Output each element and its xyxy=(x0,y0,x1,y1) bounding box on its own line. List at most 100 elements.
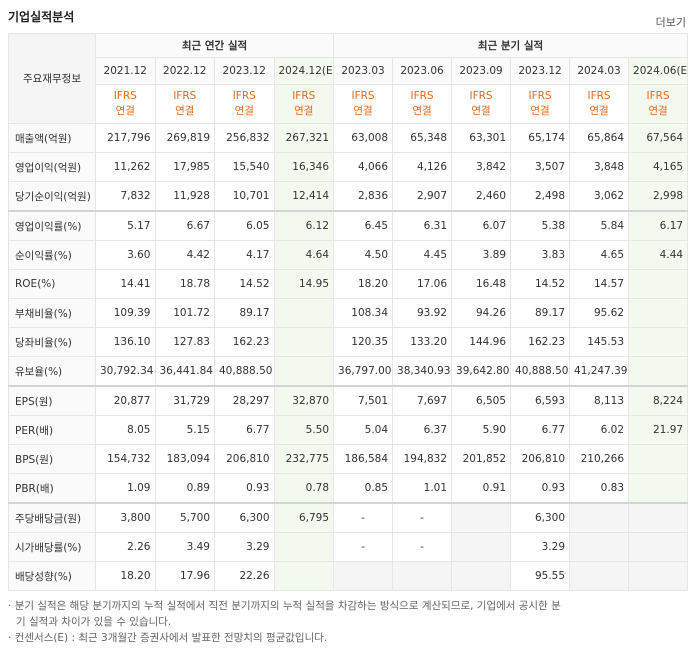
row-label: ROE(%) xyxy=(8,269,96,299)
cell: 3.29 xyxy=(214,532,275,562)
cell: 2,998 xyxy=(628,181,689,212)
data-row: 부채비율(%) 109.39 101.72 89.17 108.34 93.92 94.26… xyxy=(8,298,689,328)
row-label: BPS(원) xyxy=(8,444,96,474)
cell: 0.85 xyxy=(333,473,394,504)
basis-text: 연결 xyxy=(234,105,254,117)
row-label: 부채비율(%) xyxy=(8,298,96,328)
cell: 109.39 xyxy=(95,298,156,328)
cell: 36,441.84 xyxy=(154,356,215,387)
data-row: 시가배당률(%) 2.26 3.49 3.29- -3.29 xyxy=(8,532,689,562)
cell: 4.44 xyxy=(628,240,689,270)
row-label: 당기순이익(억원) xyxy=(8,181,96,212)
period: 2023.09 xyxy=(451,57,512,85)
cell: 95.62 xyxy=(569,298,630,328)
cell: 14.41 xyxy=(95,269,156,299)
cell: - xyxy=(392,502,453,533)
data-row: 영업이익률(%) 5.17 6.67 6.05 6.12 6.45 6.31 6.07 5.38… xyxy=(8,210,689,241)
data-row: 배당성향(%) 18.20 17.96 22.26 95.55 xyxy=(8,561,689,591)
basis-text: IFRS xyxy=(113,90,137,102)
cell xyxy=(451,502,512,533)
cell: 0.83 xyxy=(569,473,630,504)
cell xyxy=(451,561,512,591)
cell: 7,697 xyxy=(392,385,453,416)
cell: 101.72 xyxy=(154,298,215,328)
basis-text: 연결 xyxy=(115,105,135,117)
financial-table: 주요재무정보 최근 연간 실적 최근 분기 실적 2021.12 2022.12 2023… xyxy=(8,33,689,591)
cell: 232,775 xyxy=(273,444,335,474)
cell: 2,836 xyxy=(333,181,394,212)
row-label: PBR(배) xyxy=(8,473,96,504)
basis: IFRS 연결 xyxy=(333,84,394,124)
cell: 16.48 xyxy=(451,269,512,299)
cell: 6.37 xyxy=(392,415,453,445)
cell: 12,414 xyxy=(273,181,335,212)
header-row: 주요재무정보 최근 연간 실적 최근 분기 실적 xyxy=(8,33,689,124)
cell: 3,062 xyxy=(569,181,630,212)
cell: 8,113 xyxy=(569,385,630,416)
cell: 162.23 xyxy=(510,327,571,357)
data-row: 당좌비율(%) 136.10 127.83 162.23 120.35 133.20 144… xyxy=(8,327,689,357)
cell: 5.84 xyxy=(569,210,630,241)
basis: IFRS 연결 xyxy=(569,84,630,124)
cell: 4.64 xyxy=(273,240,335,270)
cell: 39,642.80 xyxy=(451,356,512,387)
cell xyxy=(273,327,335,357)
cell: 22.26 xyxy=(214,561,275,591)
period: 2023.06 xyxy=(392,57,453,85)
cell: 2,460 xyxy=(451,181,512,212)
cell: 40,888.50 xyxy=(214,356,275,387)
cell: 10,701 xyxy=(214,181,275,212)
cell: 1.01 xyxy=(392,473,453,504)
period: 2024.06(E) xyxy=(628,57,689,85)
cell xyxy=(451,532,512,562)
cell xyxy=(628,327,689,357)
cell: 0.93 xyxy=(510,473,571,504)
cell: 3.60 xyxy=(95,240,156,270)
cell: 93.92 xyxy=(392,298,453,328)
cell: 14.52 xyxy=(214,269,275,299)
cell: 6,593 xyxy=(510,385,571,416)
cell: 20,877 xyxy=(95,385,156,416)
cell: 162.23 xyxy=(214,327,275,357)
period: 2023.12 xyxy=(510,57,571,85)
cell: 21.97 xyxy=(628,415,689,445)
cell: 3,507 xyxy=(510,152,571,182)
cell: 6,300 xyxy=(510,502,571,533)
row-label: 매출액(억원) xyxy=(8,123,96,153)
cell: 206,810 xyxy=(214,444,275,474)
cell: 3,842 xyxy=(451,152,512,182)
basis-text: IFRS xyxy=(469,90,493,102)
basis-text: IFRS xyxy=(587,90,611,102)
cell xyxy=(273,356,335,387)
cell: 14.57 xyxy=(569,269,630,299)
cell: 32,870 xyxy=(273,385,335,416)
data-row: EPS(원) 20,877 31,729 28,297 32,870 7,501 7,697… xyxy=(8,385,689,416)
cell: 3,800 xyxy=(95,502,156,533)
cell: 5.50 xyxy=(273,415,335,445)
cell xyxy=(628,473,689,504)
cell: 5.04 xyxy=(333,415,394,445)
cell: 18.20 xyxy=(95,561,156,591)
row-label: 시가배당률(%) xyxy=(8,532,96,562)
cell: 4.42 xyxy=(154,240,215,270)
cell: 6,505 xyxy=(451,385,512,416)
cell: 5.15 xyxy=(154,415,215,445)
cell: 6.45 xyxy=(333,210,394,241)
basis: IFRS 연결 xyxy=(510,84,571,124)
cell: 67,564 xyxy=(628,123,689,153)
period: 2021.12 xyxy=(95,57,156,85)
more-link[interactable]: 더보기 xyxy=(655,16,686,29)
cell xyxy=(628,444,689,474)
cell: 206,810 xyxy=(510,444,571,474)
cell: 6.02 xyxy=(569,415,630,445)
cell: 4.50 xyxy=(333,240,394,270)
cell: 5,700 xyxy=(154,502,215,533)
cell xyxy=(628,502,689,533)
cell xyxy=(392,561,453,591)
cell: 5.90 xyxy=(451,415,512,445)
cell: 120.35 xyxy=(333,327,394,357)
cell: 8,224 xyxy=(628,385,689,416)
data-row: 영업이익(억원) 11,262 17,985 15,540 16,346 4,066 4,1… xyxy=(8,152,689,182)
cell: 17,985 xyxy=(154,152,215,182)
